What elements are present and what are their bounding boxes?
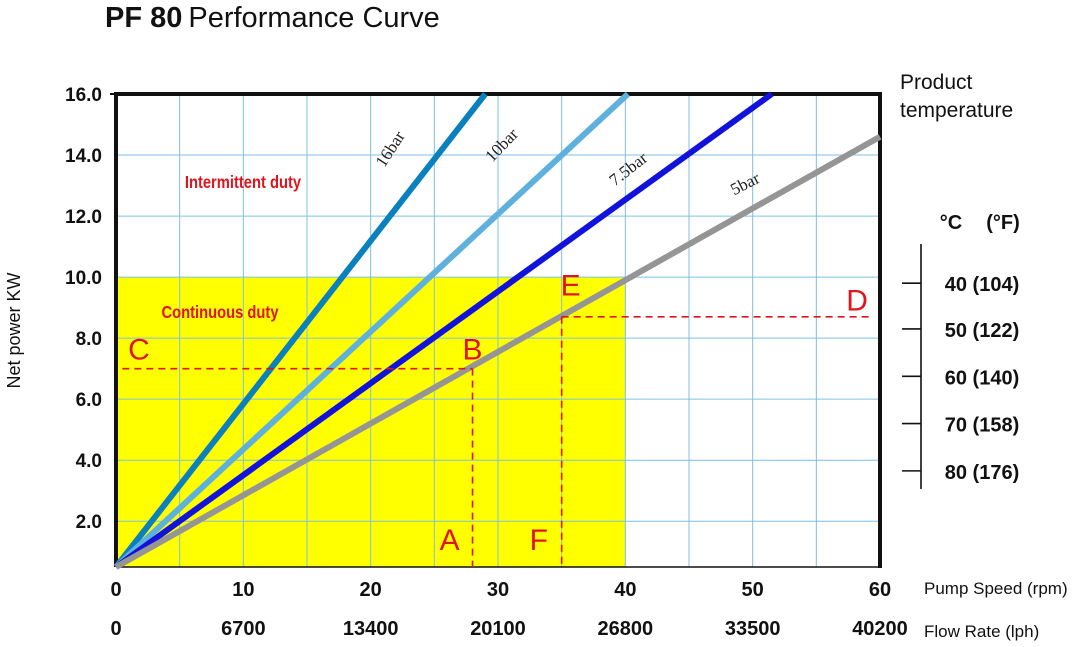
- x-tick-label-flow: 6700: [221, 618, 266, 640]
- y-tick-label: 8.0: [76, 329, 102, 350]
- marker-f: F: [530, 524, 548, 557]
- temperature-scale-label: 50 (122): [945, 320, 1020, 342]
- x-tick-label-flow: 33500: [725, 618, 781, 640]
- y-tick-label: 12.0: [65, 207, 102, 228]
- marker-c: C: [128, 333, 150, 366]
- chart-title-text: Performance Curve: [188, 2, 440, 34]
- temperature-scale-layer: Product temperature °C (°F) 40 (104) 50 (122)…: [900, 71, 1020, 489]
- marker-d: D: [846, 285, 868, 318]
- x-tick-label-speed: 60: [869, 579, 891, 601]
- y-tick-label: 6.0: [76, 390, 102, 411]
- series-label-16bar: 16bar: [372, 127, 409, 170]
- y-tick-label: 10.0: [65, 268, 102, 289]
- x-axis-label-speed: Pump Speed (rpm): [924, 579, 1068, 598]
- series-line-10bar: [113, 91, 630, 570]
- series-line-7.5bar: [114, 91, 774, 570]
- series-line-16bar: [113, 92, 488, 569]
- chart-title: PF 80 Performance Curve: [105, 2, 440, 35]
- x-tick-label-speed: 10: [232, 579, 254, 601]
- x-tick-label-speed: 20: [360, 579, 382, 601]
- x-tick-label-flow: 0: [110, 618, 121, 640]
- x-tick-label-flow: 13400: [343, 618, 399, 640]
- marker-a: A: [440, 524, 460, 557]
- temperature-scale-label: 80 (176): [945, 462, 1020, 484]
- reference-lines-layer: [122, 315, 874, 567]
- series-line-5bar: [114, 134, 882, 570]
- series-label-5bar: 5bar: [727, 168, 763, 199]
- continuous-duty-label: Continuous duty: [161, 303, 279, 323]
- temperature-scale-label: 60 (140): [945, 367, 1020, 389]
- temperature-scale-label: 40 (104): [945, 274, 1020, 296]
- x-tick-label-speed: 40: [614, 579, 636, 601]
- x-tick-label-speed: 30: [487, 579, 509, 601]
- x-axis-label-flow: Flow Rate (lph): [924, 622, 1039, 641]
- plot-frame-layer: [110, 92, 882, 568]
- y-tick-label: 16.0: [65, 85, 102, 106]
- marker-e: E: [561, 269, 581, 302]
- x-tick-label-flow: 40200: [852, 618, 908, 640]
- intermittent-duty-label: Intermittent duty: [185, 173, 302, 193]
- y-tick-label: 14.0: [65, 146, 102, 167]
- product-temperature-title-line2: temperature: [900, 99, 1013, 122]
- x-tick-label-speed: 0: [110, 579, 121, 601]
- x-tick-label-flow: 20100: [470, 618, 526, 640]
- product-temperature-title-line1: Product: [900, 71, 973, 94]
- marker-b: B: [463, 333, 483, 366]
- y-tick-label: 4.0: [76, 451, 102, 472]
- series-layer: [113, 91, 882, 570]
- x-tick-label-speed: 50: [742, 579, 764, 601]
- y-axis-label: Net power KW: [4, 272, 24, 388]
- series-label-10bar: 10bar: [481, 124, 522, 165]
- y-tick-label: 2.0: [76, 512, 102, 533]
- temperature-unit-fahrenheit: (°F): [986, 212, 1020, 234]
- chart-title-model: PF 80: [105, 2, 183, 34]
- x-tick-label-flow: 26800: [598, 618, 654, 640]
- temperature-unit-celsius: °C: [940, 212, 962, 234]
- temperature-scale-label: 70 (158): [945, 415, 1020, 437]
